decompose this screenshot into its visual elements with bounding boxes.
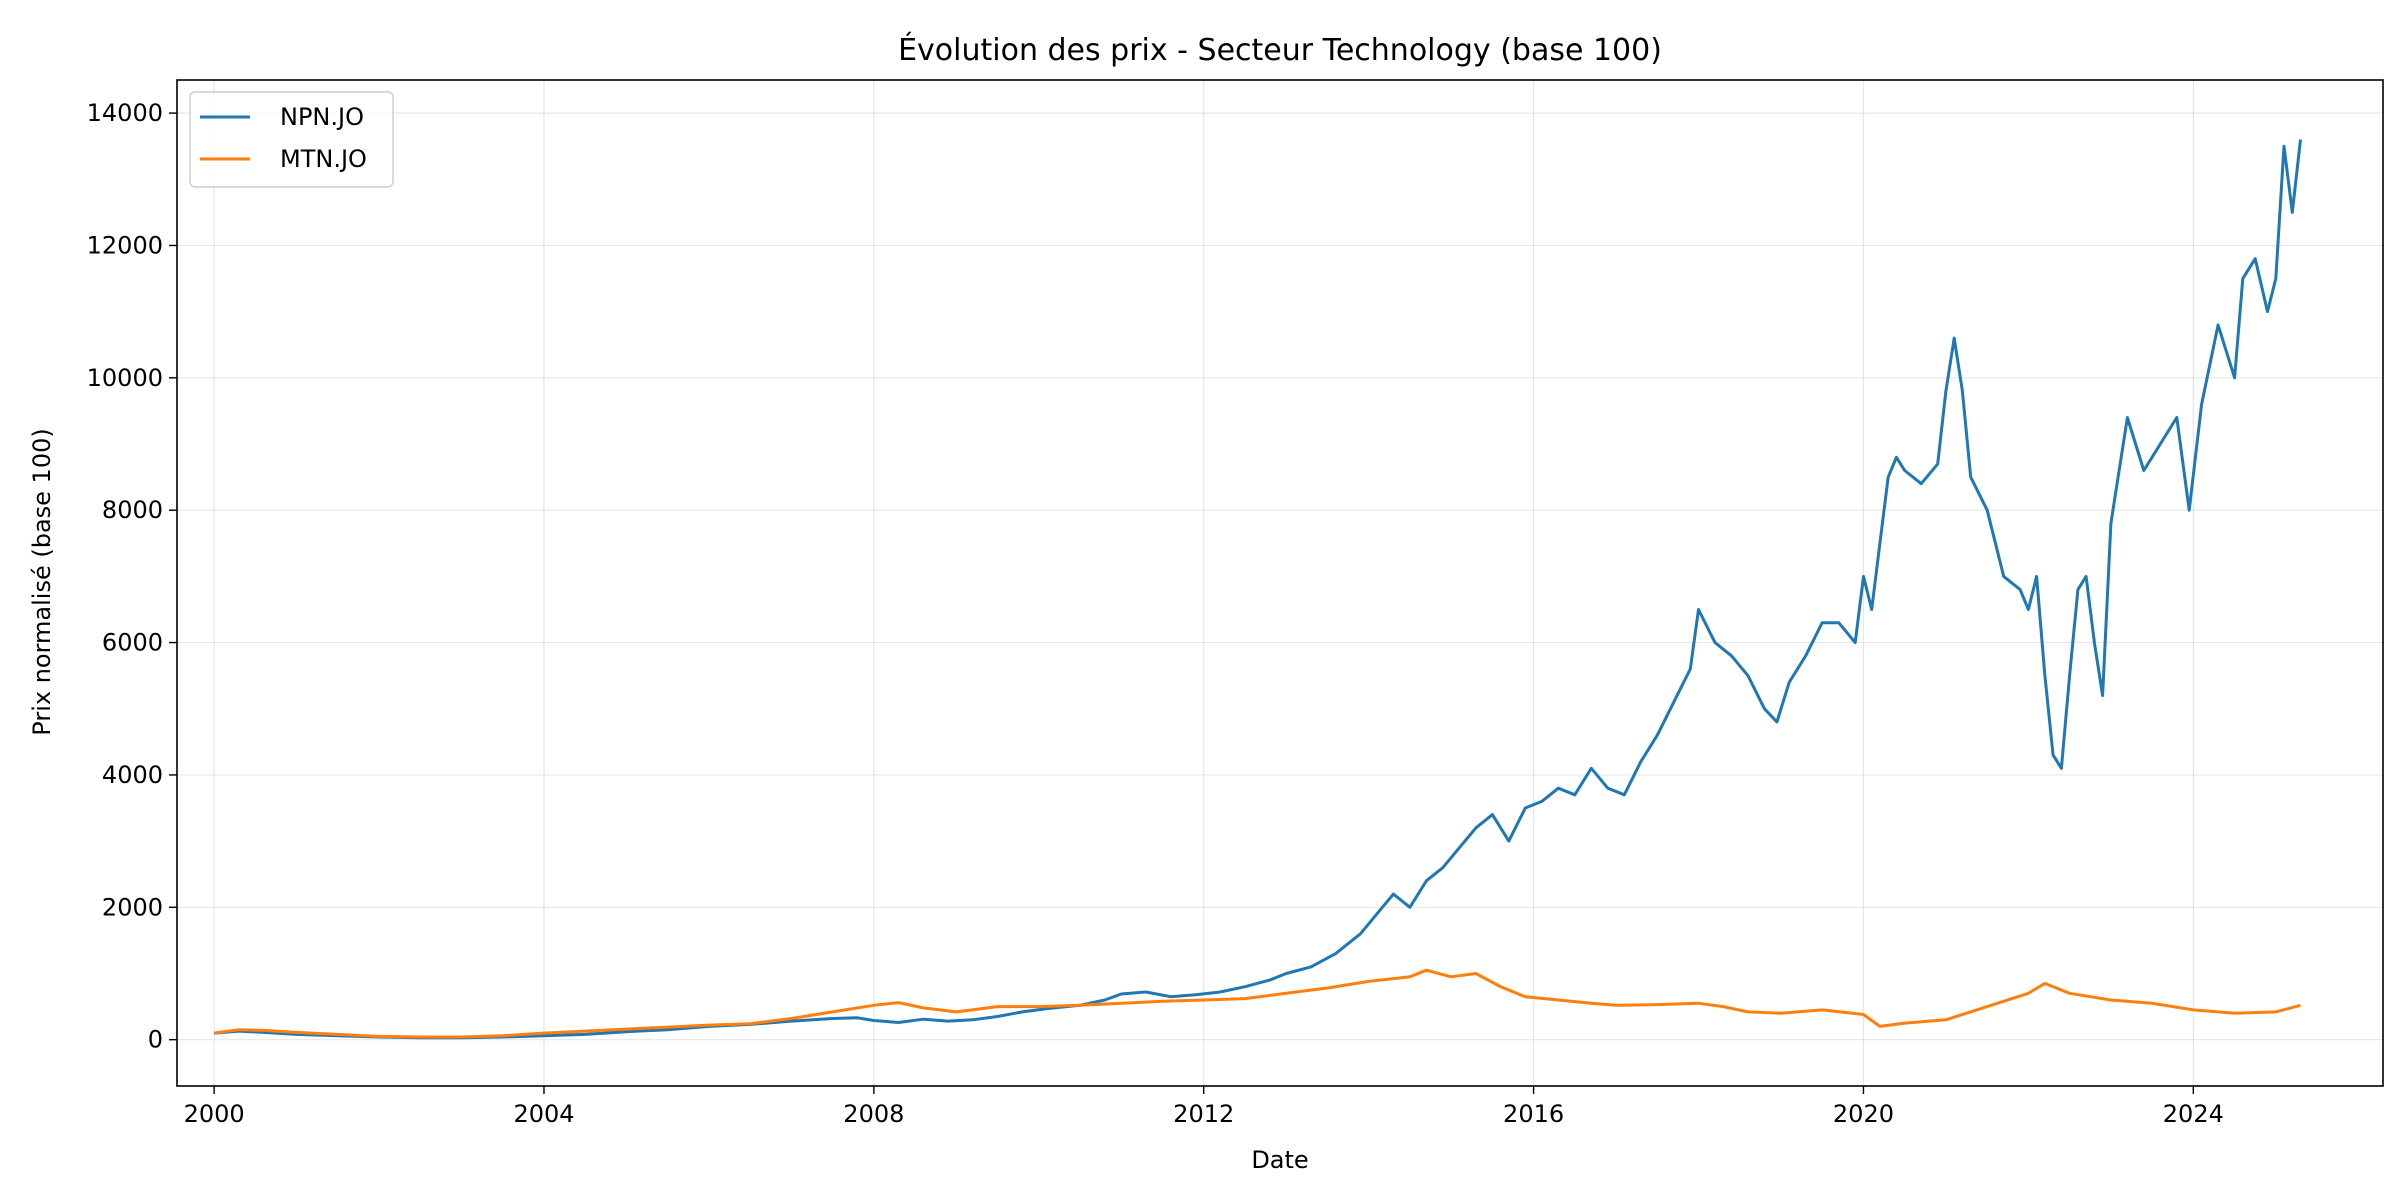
series-line-npn-jo	[213, 139, 2302, 1040]
chart-title: Évolution des prix - Secteur Technology …	[898, 32, 1662, 68]
y-tick-label: 6000	[102, 629, 163, 657]
x-tick-label: 2000	[184, 1100, 245, 1128]
y-tick-label: 2000	[102, 893, 163, 921]
x-axis-label: Date	[1251, 1146, 1308, 1174]
x-tick-label: 2004	[513, 1100, 574, 1128]
y-tick-label: 8000	[102, 496, 163, 524]
y-tick-label: 14000	[87, 99, 163, 127]
series-layer	[213, 139, 2302, 1040]
x-tick-label: 2008	[843, 1100, 904, 1128]
y-tick-label: 4000	[102, 761, 163, 789]
x-tick-label: 2016	[1503, 1100, 1564, 1128]
x-tick-label: 2020	[1833, 1100, 1894, 1128]
plot-frame	[176, 79, 2384, 1087]
x-tick-label: 2024	[2163, 1100, 2224, 1128]
y-tick-label: 12000	[87, 231, 163, 259]
legend-label: NPN.JO	[280, 103, 364, 131]
grid	[177, 80, 2383, 1086]
legend-label: MTN.JO	[280, 145, 367, 173]
y-axis-label: Prix normalisé (base 100)	[28, 428, 56, 735]
y-tick-label: 10000	[87, 364, 163, 392]
series-line-mtn-jo	[213, 968, 2301, 1039]
legend: NPN.JO MTN.JO	[189, 91, 394, 188]
ticks: 2000 2004 2008 2012 2016 2020 2024 0 2000 4000 600…	[87, 99, 2224, 1128]
y-tick-label: 0	[148, 1026, 163, 1054]
x-tick-label: 2012	[1173, 1100, 1234, 1128]
